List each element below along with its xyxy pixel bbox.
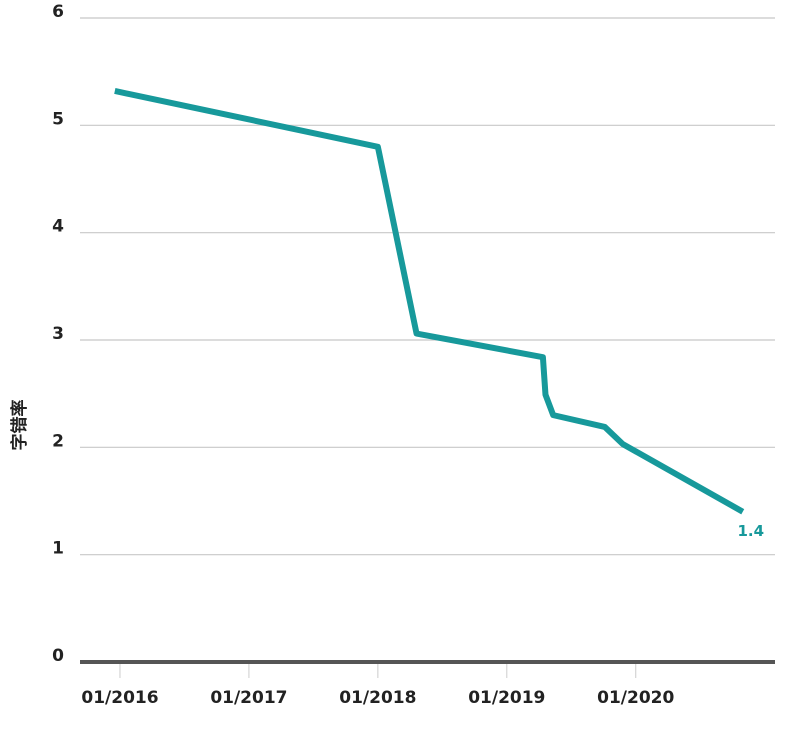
x-tick-label: 01/2016 <box>81 688 158 708</box>
y-tick-label: 5 <box>52 109 64 129</box>
y-tick-label: 2 <box>52 431 64 451</box>
data-label: 1.4 <box>737 522 764 540</box>
y-tick-label: 3 <box>52 324 64 344</box>
y-axis-title: 字错率 <box>9 400 30 451</box>
x-tick-label: 01/2019 <box>468 688 545 708</box>
y-tick-label: 0 <box>52 646 64 666</box>
x-tick-label: 01/2017 <box>210 688 287 708</box>
x-tick-label: 01/2018 <box>339 688 416 708</box>
line <box>114 88 745 515</box>
x-tick-label: 01/2020 <box>597 688 674 708</box>
y-tick-label: 4 <box>52 217 64 237</box>
y-tick-label: 6 <box>52 2 64 22</box>
y-tick-label: 1 <box>52 539 64 559</box>
